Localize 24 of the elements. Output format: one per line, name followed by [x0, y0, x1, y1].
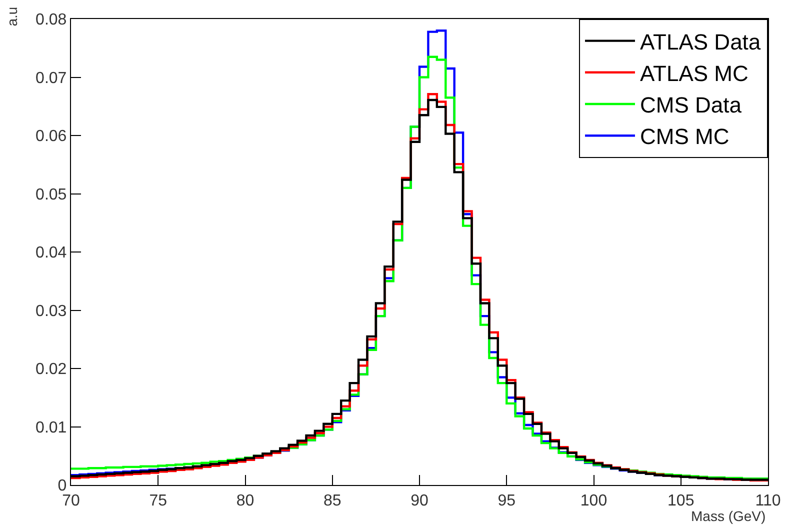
- y-tick-label: 0.05: [36, 186, 67, 204]
- legend-label: CMS MC: [640, 124, 730, 150]
- x-tick-label: 95: [498, 492, 516, 510]
- y-tick-label: 0.06: [36, 128, 67, 146]
- x-axis-title: Mass (GeV): [691, 508, 766, 524]
- y-tick-label: 0.08: [36, 12, 67, 29]
- x-tick-label: 70: [62, 492, 80, 510]
- x-tick-label: 85: [323, 492, 342, 510]
- y-tick-label: 0: [58, 478, 67, 495]
- x-tick-label: 105: [668, 492, 694, 510]
- y-tick-label: 0.07: [36, 70, 67, 87]
- x-tick-label: 110: [755, 492, 781, 510]
- legend-label: ATLAS Data: [640, 29, 762, 54]
- y-tick-label: 0.04: [36, 244, 67, 262]
- legend-label: ATLAS MC: [640, 60, 748, 86]
- y-tick-label: 0.03: [36, 302, 67, 320]
- x-tick-label: 90: [410, 492, 428, 510]
- x-tick-label: 75: [149, 492, 168, 510]
- y-axis-title: a.u: [4, 6, 20, 26]
- y-tick-label: 0.01: [36, 419, 67, 436]
- legend-label: CMS Data: [640, 92, 742, 118]
- y-tick-label: 0.02: [36, 361, 67, 378]
- x-tick-label: 80: [236, 492, 254, 510]
- x-tick-label: 100: [580, 492, 608, 510]
